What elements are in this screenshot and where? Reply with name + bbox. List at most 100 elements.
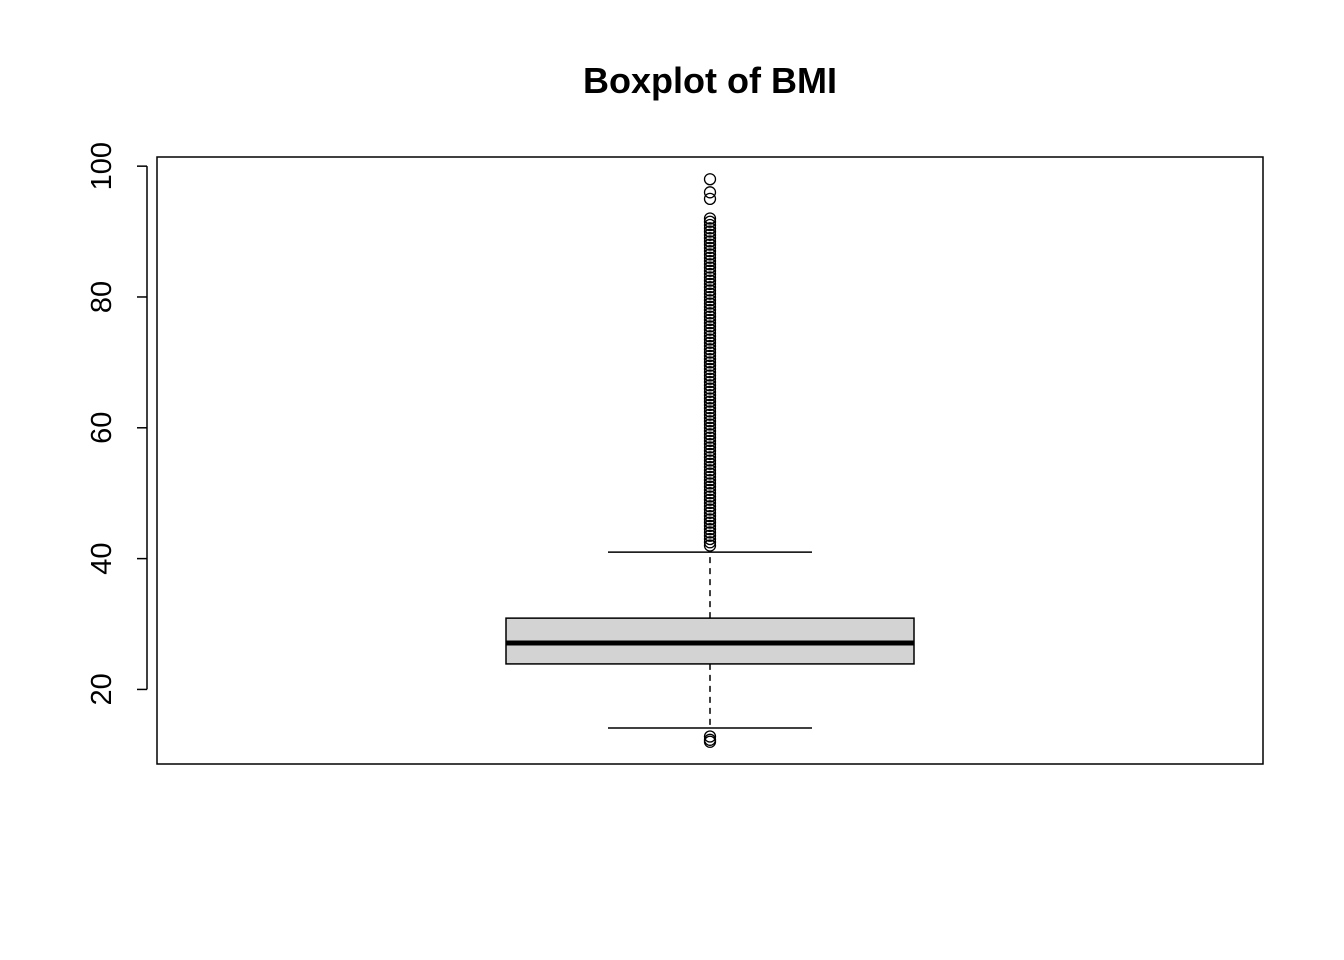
outlier-point [703, 320, 717, 333]
outlier-point [703, 464, 717, 477]
outlier-point [703, 424, 717, 438]
outlier-point [703, 408, 717, 421]
outlier-point [703, 526, 717, 539]
outlier-point [703, 467, 717, 480]
outlier-point [703, 733, 717, 746]
outlier-point [703, 359, 717, 372]
y-axis: 20 40 60 80 100 [86, 142, 148, 706]
outlier-point [703, 388, 717, 402]
outlier-point [703, 454, 717, 467]
outlier-point [703, 326, 717, 340]
outlier-point [703, 536, 717, 549]
outlier-point [703, 513, 717, 526]
outlier-point [703, 447, 717, 461]
outlier-point [703, 231, 717, 245]
outlier-point [703, 218, 717, 232]
outlier-point [703, 509, 717, 523]
outlier-point [703, 300, 717, 313]
outlier-point [703, 339, 717, 353]
outlier-point [703, 460, 717, 474]
outlier-point [703, 434, 717, 448]
outlier-point [703, 212, 717, 225]
outlier-point [703, 215, 717, 228]
outlier-point [703, 248, 717, 261]
outlier-point [703, 523, 717, 536]
outlier-point [703, 323, 717, 336]
outlier-point [703, 254, 717, 268]
outlier-point [703, 539, 717, 552]
outlier-point [703, 333, 717, 346]
outlier-point [703, 352, 717, 366]
outlier-point [703, 274, 717, 287]
outlier-point [703, 369, 717, 382]
outlier-point [703, 490, 717, 503]
y-tick-label: 20 [86, 673, 118, 705]
outlier-point [703, 228, 717, 241]
outlier-point [703, 379, 717, 392]
outlier-point [703, 415, 717, 428]
outlier-point [703, 362, 717, 376]
outlier-point [703, 313, 717, 327]
outlier-point [703, 375, 717, 389]
outlier-point [703, 532, 717, 546]
outlier-point [703, 487, 717, 500]
outlier-point [703, 395, 717, 408]
outlier-point [703, 470, 717, 484]
outlier-point [703, 310, 717, 323]
outlier-point [703, 516, 717, 529]
outlier-point [703, 222, 717, 235]
chart-title: Boxplot of BMI [583, 60, 837, 101]
outlier-point [703, 428, 717, 441]
outlier-point [703, 173, 717, 186]
outlier-point [703, 343, 717, 356]
outlier-point [703, 303, 717, 317]
outlier-point [703, 392, 717, 405]
outlier-point [703, 418, 717, 431]
outlier-point [703, 192, 717, 206]
outlier-point [703, 441, 717, 454]
outlier-point [703, 316, 717, 330]
outlier-point [703, 307, 717, 320]
outlier-point [703, 297, 717, 310]
outlier-point [703, 385, 717, 398]
outlier-point [703, 493, 717, 506]
outlier-point [703, 457, 717, 470]
outlier-point [703, 503, 717, 516]
outlier-point [703, 264, 717, 277]
box-group [505, 551, 915, 729]
outlier-point [703, 294, 717, 307]
outlier-point [703, 480, 717, 493]
outlier-point [703, 238, 717, 251]
outlier-point [703, 277, 717, 291]
y-tick-label: 80 [86, 281, 118, 313]
outlier-point [703, 421, 717, 434]
outlier-point [703, 258, 717, 271]
outlier-point [703, 506, 717, 519]
outlier-point [703, 346, 717, 359]
outlier-point [703, 267, 717, 281]
outlier-point [703, 366, 717, 379]
outlier-point [703, 483, 717, 497]
outlier-point [703, 336, 717, 349]
outlier-point [703, 186, 717, 199]
outlier-point [703, 519, 717, 533]
outlier-point [703, 241, 717, 255]
outlier-point [703, 398, 717, 412]
outlier-point [703, 330, 717, 343]
outlier-point [703, 281, 717, 294]
outlier-point [703, 431, 717, 444]
outlier-point [703, 349, 717, 362]
outlier-point [703, 477, 717, 490]
y-tick-label: 60 [86, 412, 118, 444]
outlier-group [703, 173, 717, 748]
outlier-point [703, 225, 717, 238]
outlier-point [703, 372, 717, 385]
outlier-point [703, 451, 717, 464]
outlier-point [703, 411, 717, 425]
outlier-point [703, 356, 717, 369]
outlier-point [703, 405, 717, 418]
outlier-point [703, 287, 717, 300]
outlier-point [703, 382, 717, 395]
outlier-point [703, 245, 717, 258]
